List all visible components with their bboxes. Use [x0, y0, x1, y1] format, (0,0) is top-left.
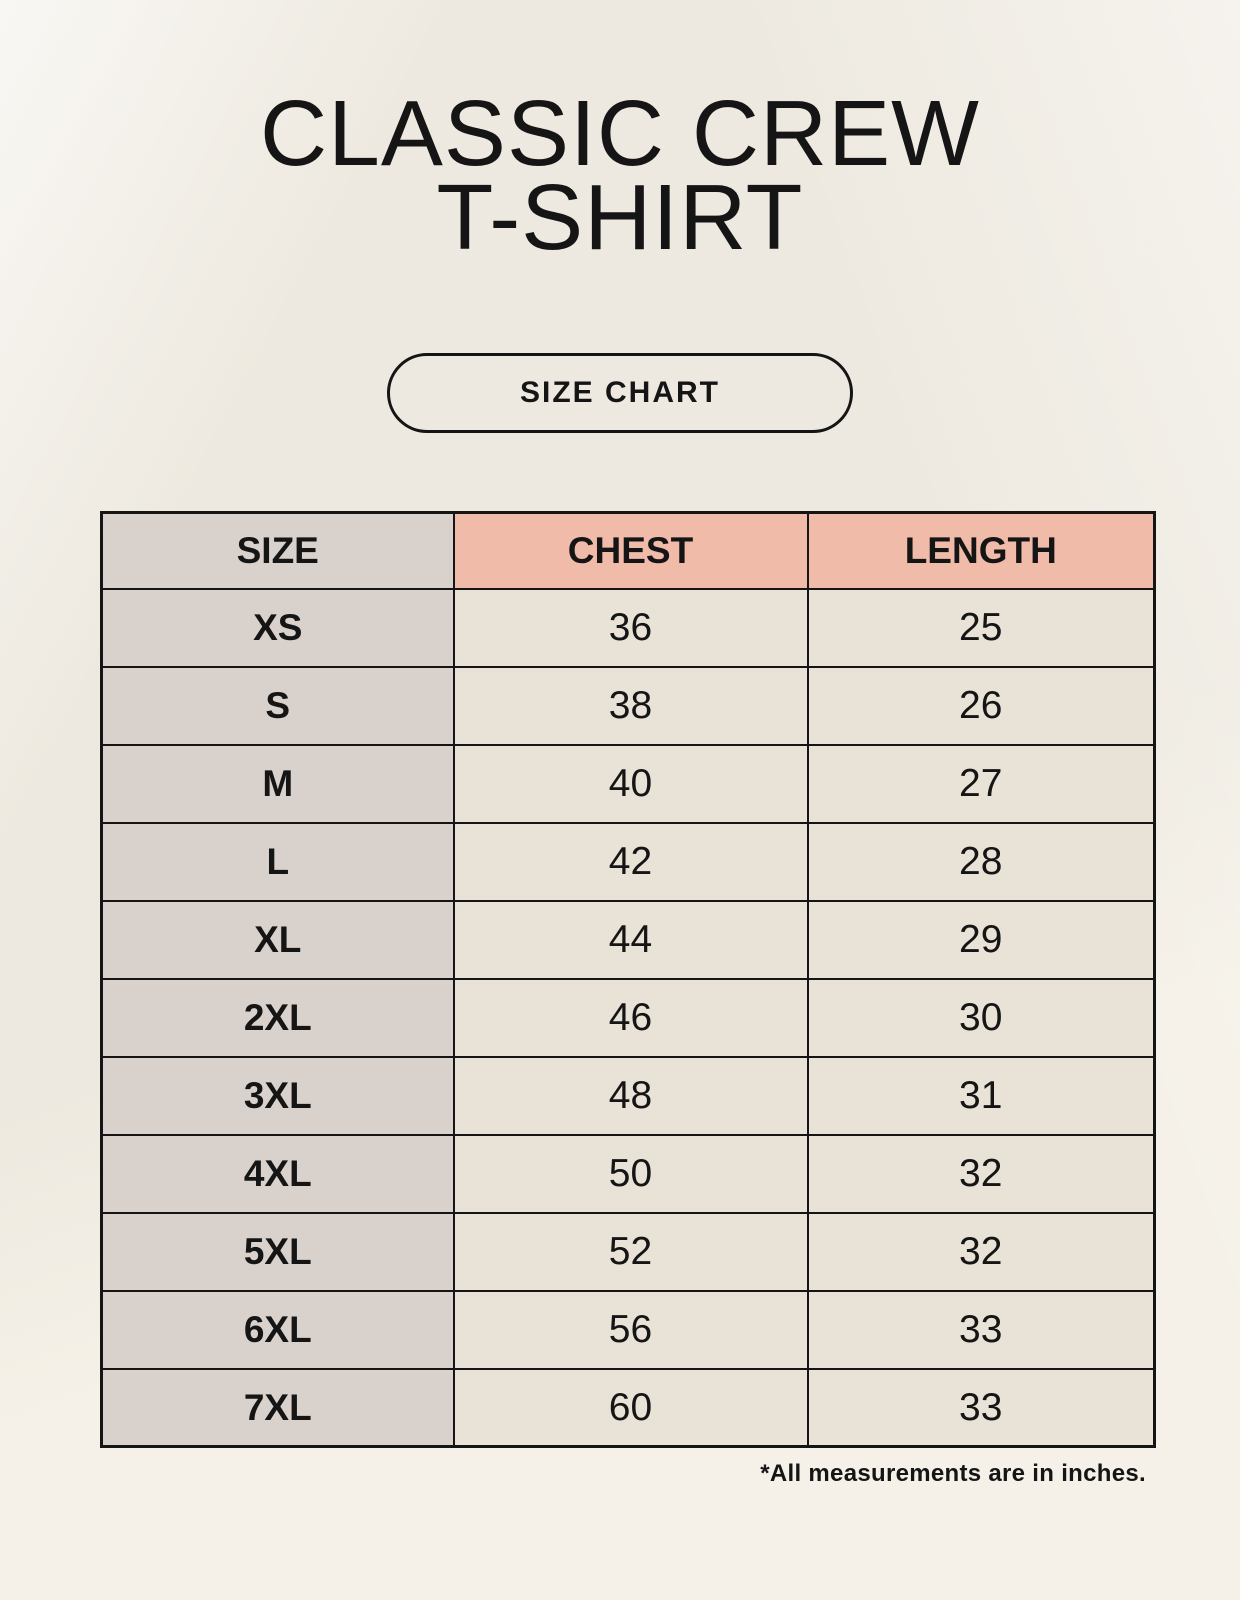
measurement-cell: 32: [806, 1211, 1156, 1292]
size-label-cell: 7XL: [100, 1367, 455, 1448]
column-header-chest: CHEST: [452, 511, 809, 590]
column-header-length: LENGTH: [806, 511, 1156, 590]
measurement-cell: 25: [806, 587, 1156, 668]
measurement-cell: 52: [452, 1211, 809, 1292]
table-row: S 38 26: [100, 665, 1156, 746]
measurement-cell: 29: [806, 899, 1156, 980]
page-title: CLASSIC CREW T-SHIRT: [0, 81, 1240, 269]
size-label-cell: XS: [100, 587, 455, 668]
size-label-cell: 2XL: [100, 977, 455, 1058]
table-row: XL 44 29: [100, 899, 1156, 980]
measurement-cell: 33: [806, 1289, 1156, 1370]
measurement-cell: 40: [452, 743, 809, 824]
measurement-cell: 60: [452, 1367, 809, 1448]
measurement-cell: 42: [452, 821, 809, 902]
measurement-cell: 44: [452, 899, 809, 980]
table-row: M 40 27: [100, 743, 1156, 824]
size-label-cell: 5XL: [100, 1211, 455, 1292]
measurement-cell: 27: [806, 743, 1156, 824]
table-row: 3XL 48 31: [100, 1055, 1156, 1136]
size-label-cell: M: [100, 743, 455, 824]
measurement-cell: 46: [452, 977, 809, 1058]
table-row: 7XL 60 33: [100, 1367, 1156, 1448]
size-chart-table: SIZE CHEST LENGTH XS 36 25 S 38 26 M 40 27 L 42 28 X…: [100, 511, 1156, 1449]
measurement-cell: 31: [806, 1055, 1156, 1136]
title-line-2: T-SHIRT: [436, 164, 804, 269]
measurement-cell: 28: [806, 821, 1156, 902]
size-chart-button[interactable]: SIZE CHART: [387, 353, 853, 434]
measurement-cell: 26: [806, 665, 1156, 746]
table-row: 6XL 56 33: [100, 1289, 1156, 1370]
measurement-cell: 30: [806, 977, 1156, 1058]
column-header-size: SIZE: [100, 511, 455, 590]
measurement-cell: 56: [452, 1289, 809, 1370]
table-row: 2XL 46 30: [100, 977, 1156, 1058]
measurement-cell: 38: [452, 665, 809, 746]
measurement-cell: 32: [806, 1133, 1156, 1214]
table-row: 5XL 52 32: [100, 1211, 1156, 1292]
size-label-cell: XL: [100, 899, 455, 980]
size-label-cell: 6XL: [100, 1289, 455, 1370]
size-label-cell: 3XL: [100, 1055, 455, 1136]
size-table-body: XS 36 25 S 38 26 M 40 27 L 42 28 XL 44 29 2XL 46 30 3XL 48 3…: [100, 587, 1156, 1448]
measurements-footnote: *All measurements are in inches.: [760, 1460, 1146, 1488]
table-row: XS 36 25: [100, 587, 1156, 668]
table-row: 4XL 50 32: [100, 1133, 1156, 1214]
size-label-cell: S: [100, 665, 455, 746]
size-label-cell: 4XL: [100, 1133, 455, 1214]
measurement-cell: 48: [452, 1055, 809, 1136]
size-label-cell: L: [100, 821, 455, 902]
measurement-cell: 33: [806, 1367, 1156, 1448]
measurement-cell: 50: [452, 1133, 809, 1214]
title-line-1: CLASSIC CREW: [260, 81, 980, 185]
table-header-row: SIZE CHEST LENGTH: [100, 511, 1156, 590]
measurement-cell: 36: [452, 587, 809, 668]
table-row: L 42 28: [100, 821, 1156, 902]
